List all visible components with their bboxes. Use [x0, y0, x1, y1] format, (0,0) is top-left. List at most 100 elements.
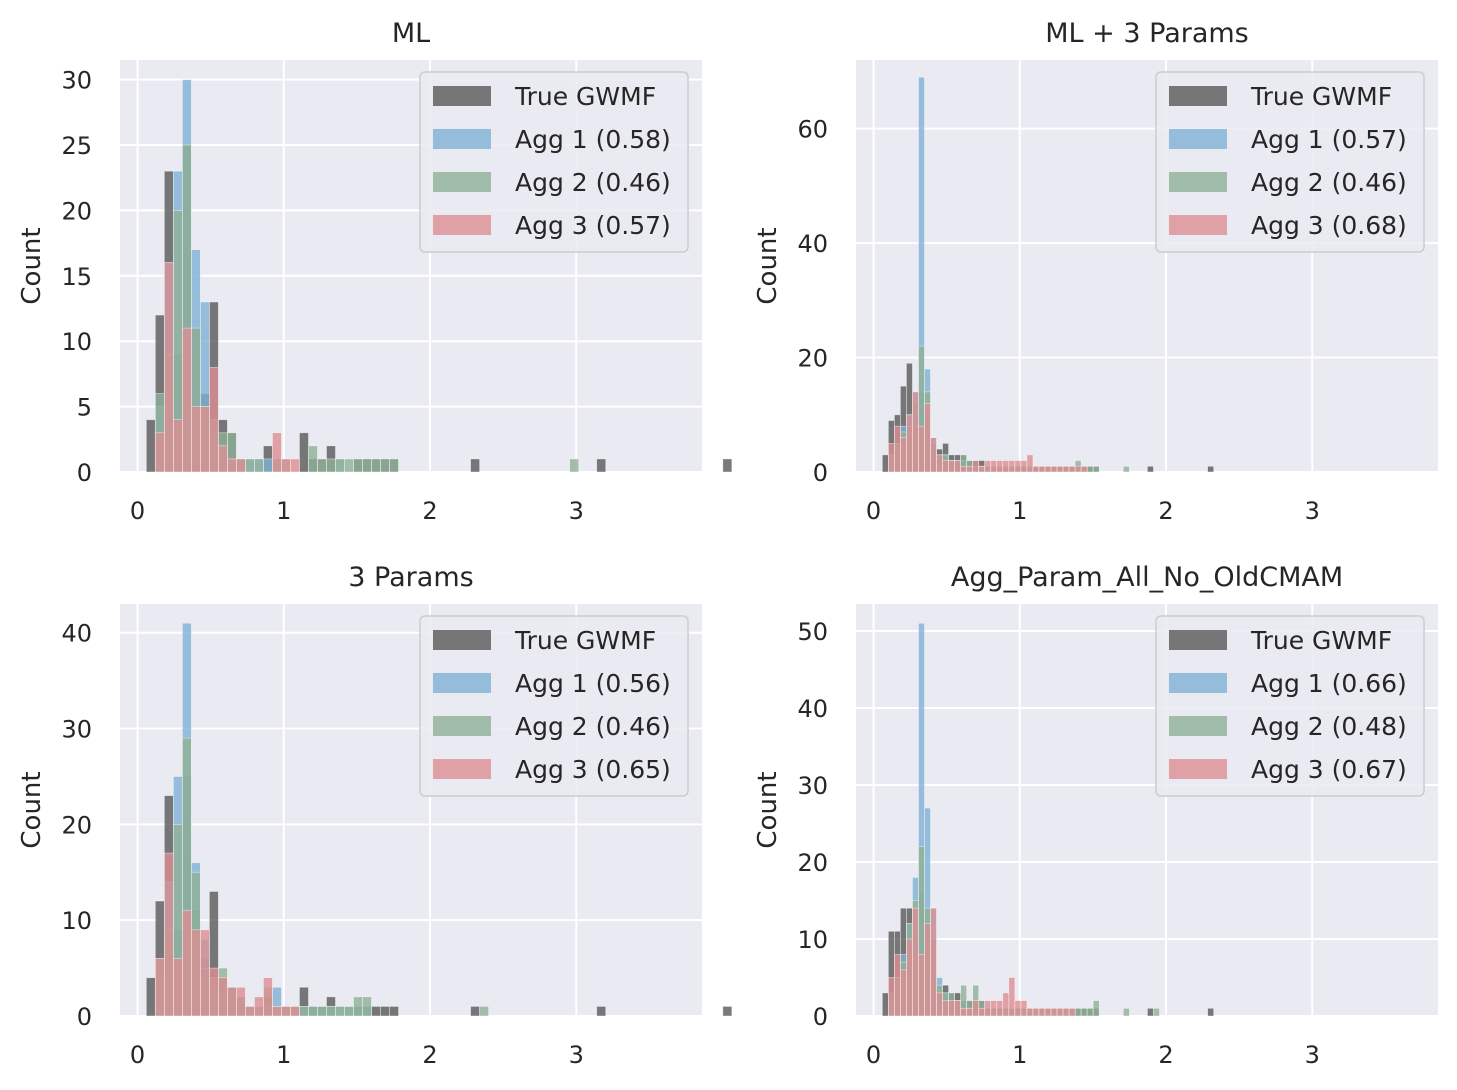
x-tick-label: 3	[569, 1041, 584, 1069]
legend-box	[1155, 615, 1425, 797]
y-tick-label: 0	[77, 1003, 92, 1031]
y-tick-label: 0	[813, 459, 828, 487]
histogram-bar	[236, 458, 246, 473]
histogram-bar	[263, 977, 273, 1017]
histogram-bar	[182, 327, 192, 473]
legend-entry-label: Agg 3 (0.57)	[515, 211, 671, 240]
legend-box	[419, 71, 689, 253]
histogram-bar	[1008, 977, 1016, 1017]
histogram-bar	[722, 1006, 733, 1017]
subplot-2: 0 1 2 3 0 20 40 60 ML + 3 Params Count True GWMF Ag…	[753, 18, 1438, 525]
histogram-bar	[930, 907, 937, 1017]
legend-swatch	[1169, 129, 1227, 149]
histogram-bar	[1008, 460, 1016, 473]
histogram-bar	[1026, 1007, 1034, 1017]
histogram-bar	[900, 437, 907, 473]
x-tick-label: 2	[422, 1041, 437, 1069]
histogram-bar	[990, 460, 998, 473]
histogram-bar	[887, 443, 895, 473]
histogram-bar	[245, 458, 255, 473]
subplot-title: ML + 3 Params	[1045, 18, 1249, 49]
histogram-bar	[236, 986, 246, 1017]
subplot-4: 0 1 2 301020304050Agg_Param_All_No_OldCMAMC…	[753, 562, 1438, 1069]
histogram-bar	[978, 465, 986, 473]
x-tick-label: 1	[1012, 1041, 1027, 1069]
legend-entry-label: Agg 2 (0.46)	[515, 712, 671, 741]
y-axis-label: Count	[17, 227, 47, 304]
histogram-bar	[154, 432, 165, 473]
x-tick-label: 0	[130, 497, 145, 525]
histogram-bar	[1056, 465, 1064, 473]
y-tick-label: 50	[797, 618, 828, 646]
histogram-bar	[1122, 1007, 1130, 1017]
histogram-bar	[1050, 1007, 1058, 1017]
histogram-bar	[281, 458, 291, 473]
y-tick-label: 10	[61, 328, 92, 356]
legend-swatch	[433, 759, 491, 779]
histogram-bar	[1092, 1000, 1100, 1017]
histogram-bar	[596, 458, 607, 473]
histogram-bar	[948, 460, 955, 473]
x-tick-label: 2	[422, 497, 437, 525]
x-tick-label: 3	[569, 497, 584, 525]
histogram-bar	[894, 425, 901, 473]
legend-entry-label: Agg 1 (0.57)	[1251, 125, 1407, 154]
histogram-bar	[1080, 1007, 1088, 1017]
series-4	[887, 391, 1088, 473]
legend-swatch	[433, 129, 491, 149]
y-axis-label: Count	[753, 771, 783, 848]
histogram-bar	[362, 458, 372, 473]
histogram-bar	[172, 419, 183, 473]
histogram-bar	[894, 954, 901, 1017]
histogram-bar	[353, 996, 363, 1017]
histogram-bar	[209, 967, 219, 1017]
histogram-bar	[942, 460, 949, 473]
histogram-bar	[389, 458, 399, 473]
legend-swatch	[1169, 172, 1227, 192]
histogram-bar	[470, 1006, 480, 1017]
histogram-bar	[254, 996, 264, 1017]
histogram-bar	[371, 458, 381, 473]
histogram-bar	[1074, 1007, 1082, 1017]
histogram-bar	[1002, 460, 1010, 473]
legend-swatch	[433, 215, 491, 235]
histogram-bar	[145, 419, 156, 473]
y-tick-label: 40	[797, 230, 828, 258]
histogram-bar	[918, 954, 925, 1017]
histogram-bar	[918, 425, 925, 473]
histogram-bar	[984, 460, 992, 473]
histogram-bar	[1086, 1007, 1094, 1017]
histogram-bar	[353, 458, 363, 473]
histogram-bar	[281, 1006, 291, 1017]
series-4	[154, 852, 300, 1017]
histogram-bar	[200, 406, 210, 473]
histogram-bar	[335, 1006, 345, 1017]
histogram-bar	[191, 929, 201, 1017]
histogram-bar	[317, 1006, 327, 1017]
histogram-bar	[371, 1006, 381, 1017]
histogram-bar	[966, 465, 974, 473]
histogram-bar	[218, 445, 228, 473]
y-tick-label: 10	[797, 926, 828, 954]
x-tick-label: 3	[1305, 497, 1320, 525]
histogram-bar	[254, 458, 264, 473]
histogram-bar	[290, 458, 300, 473]
legend: True GWMF Agg 1 (0.58) Agg 2 (0.46) Agg 3 (…	[419, 71, 689, 253]
histogram-bar	[182, 910, 192, 1017]
subplot-title: 3 Params	[348, 562, 473, 593]
histogram-bar	[326, 458, 336, 473]
histogram-bar	[308, 1006, 318, 1017]
histogram-bar	[978, 1007, 986, 1017]
y-tick-label: 40	[797, 695, 828, 723]
histogram-bar	[569, 458, 580, 473]
legend-entry-label: Agg 3 (0.68)	[1251, 211, 1407, 240]
legend-entry-label: True GWMF	[514, 82, 656, 111]
histogram-bar	[596, 1006, 607, 1017]
x-tick-label: 3	[1305, 1041, 1320, 1069]
legend-swatch	[1169, 86, 1227, 106]
y-tick-label: 40	[61, 620, 92, 648]
histogram-bar	[1038, 1007, 1046, 1017]
legend-swatch	[1169, 630, 1227, 650]
